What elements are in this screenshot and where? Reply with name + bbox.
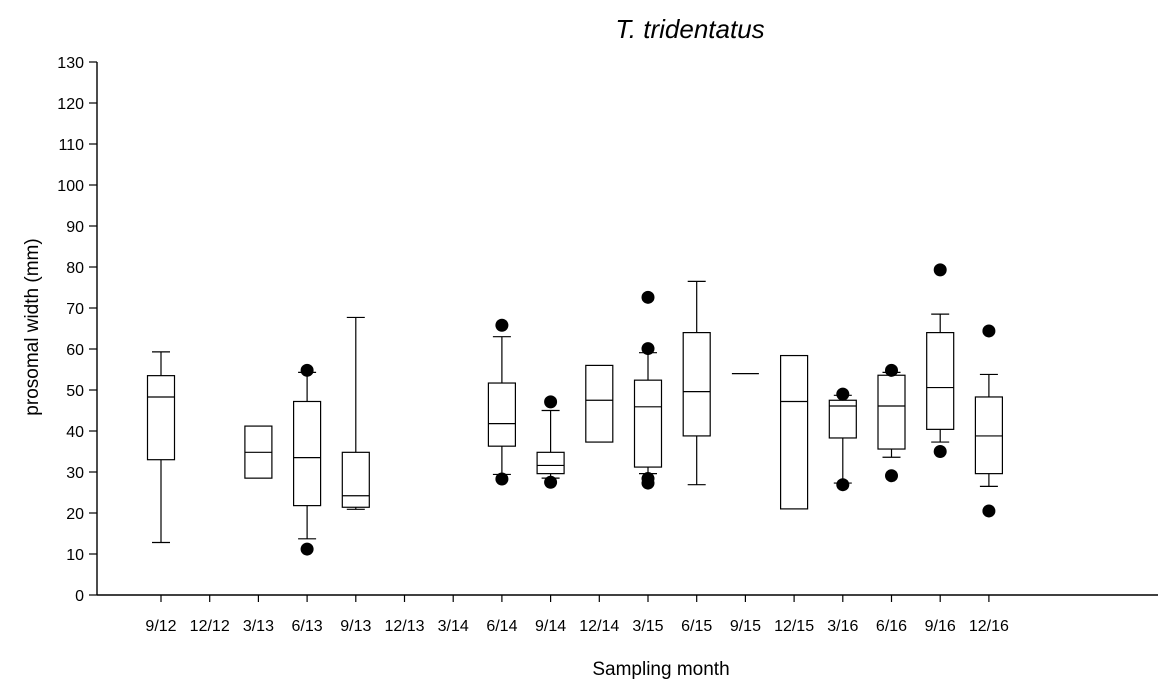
chart-title: T. tridentatus (615, 14, 764, 44)
outlier-point (495, 472, 509, 486)
x-tick-label: 6/13 (292, 618, 323, 635)
y-tick-label: 10 (66, 547, 84, 564)
box-group (682, 280, 711, 486)
y-tick-label: 120 (57, 96, 84, 113)
box-group (487, 318, 516, 486)
box-iqr (536, 451, 565, 475)
y-tick-label: 20 (66, 506, 84, 523)
y-axis-label: prosomal width (mm) (22, 238, 43, 415)
x-tick-label: 6/16 (876, 618, 907, 635)
outlier-point (300, 542, 314, 556)
y-tick-label: 60 (66, 342, 84, 359)
outlier-point (495, 318, 509, 332)
box-group (585, 364, 614, 443)
box-iqr (585, 364, 614, 443)
outlier-point (544, 395, 558, 409)
y-tick-label: 30 (66, 465, 84, 482)
box-iqr (926, 332, 955, 430)
x-tick-label: 12/13 (384, 618, 424, 635)
outlier-point (544, 475, 558, 489)
box-group (293, 363, 322, 556)
box-iqr (293, 400, 322, 507)
box-iqr (146, 375, 176, 461)
x-tick-label: 3/16 (827, 618, 858, 635)
x-tick-label: 12/16 (969, 618, 1009, 635)
box-iqr (633, 379, 663, 468)
x-axis-label: Sampling month (592, 659, 729, 680)
x-tick-label: 6/15 (681, 618, 712, 635)
y-axis-ticks: 0 10 20 30 40 50 60 70 80 90 100 110 120 130 (57, 55, 97, 605)
box-iqr (779, 354, 809, 510)
box-group (926, 263, 955, 458)
box-group (244, 425, 273, 479)
box-group (779, 354, 809, 510)
outlier-point (982, 324, 996, 338)
x-tick-label: 9/12 (145, 618, 176, 635)
y-tick-label: 0 (75, 588, 84, 605)
box-group (146, 351, 176, 544)
y-tick-label: 90 (66, 219, 84, 236)
box-group (536, 395, 565, 489)
x-tick-label: 12/14 (579, 618, 619, 635)
x-tick-label: 3/15 (632, 618, 663, 635)
x-tick-label: 3/13 (243, 618, 274, 635)
y-tick-label: 40 (66, 424, 84, 441)
x-tick-label: 9/16 (925, 618, 956, 635)
x-tick-label: 9/15 (730, 618, 761, 635)
x-axis-ticks: 9/12 12/12 3/13 6/13 9/13 12/13 3/14 6/14 9/14 12… (145, 595, 1009, 635)
y-tick-label: 110 (58, 137, 84, 154)
y-tick-label: 130 (57, 55, 84, 72)
box-iqr (877, 374, 906, 450)
box-iqr (341, 451, 370, 508)
outlier-point (836, 387, 850, 401)
axes (96, 62, 1158, 596)
outlier-point (300, 363, 314, 377)
outlier-point (836, 478, 850, 492)
outlier-point (641, 290, 655, 304)
outlier-point (885, 469, 898, 483)
y-tick-label: 70 (66, 301, 84, 318)
outlier-point (933, 445, 947, 458)
box-group (828, 387, 857, 492)
box-iqr (974, 396, 1004, 475)
x-tick-label: 6/14 (486, 618, 517, 635)
plot-area (146, 263, 1004, 556)
y-tick-label: 80 (66, 260, 84, 277)
box-iqr (487, 382, 516, 447)
x-tick-label: 12/12 (190, 618, 230, 635)
box-group (974, 324, 1004, 518)
outlier-point (982, 504, 996, 518)
y-tick-label: 100 (57, 178, 84, 195)
y-tick-label: 50 (66, 383, 84, 400)
box-iqr (682, 332, 711, 437)
box-group (633, 290, 663, 490)
outlier-point (641, 342, 655, 356)
x-tick-label: 12/15 (774, 618, 814, 635)
box-group (341, 316, 370, 510)
outlier-point (885, 363, 898, 377)
box-group (877, 363, 906, 483)
x-tick-label: 9/14 (535, 618, 566, 635)
x-tick-label: 3/14 (438, 618, 469, 635)
x-tick-label: 9/13 (340, 618, 371, 635)
outlier-point (933, 263, 947, 277)
outlier-point (641, 472, 655, 486)
